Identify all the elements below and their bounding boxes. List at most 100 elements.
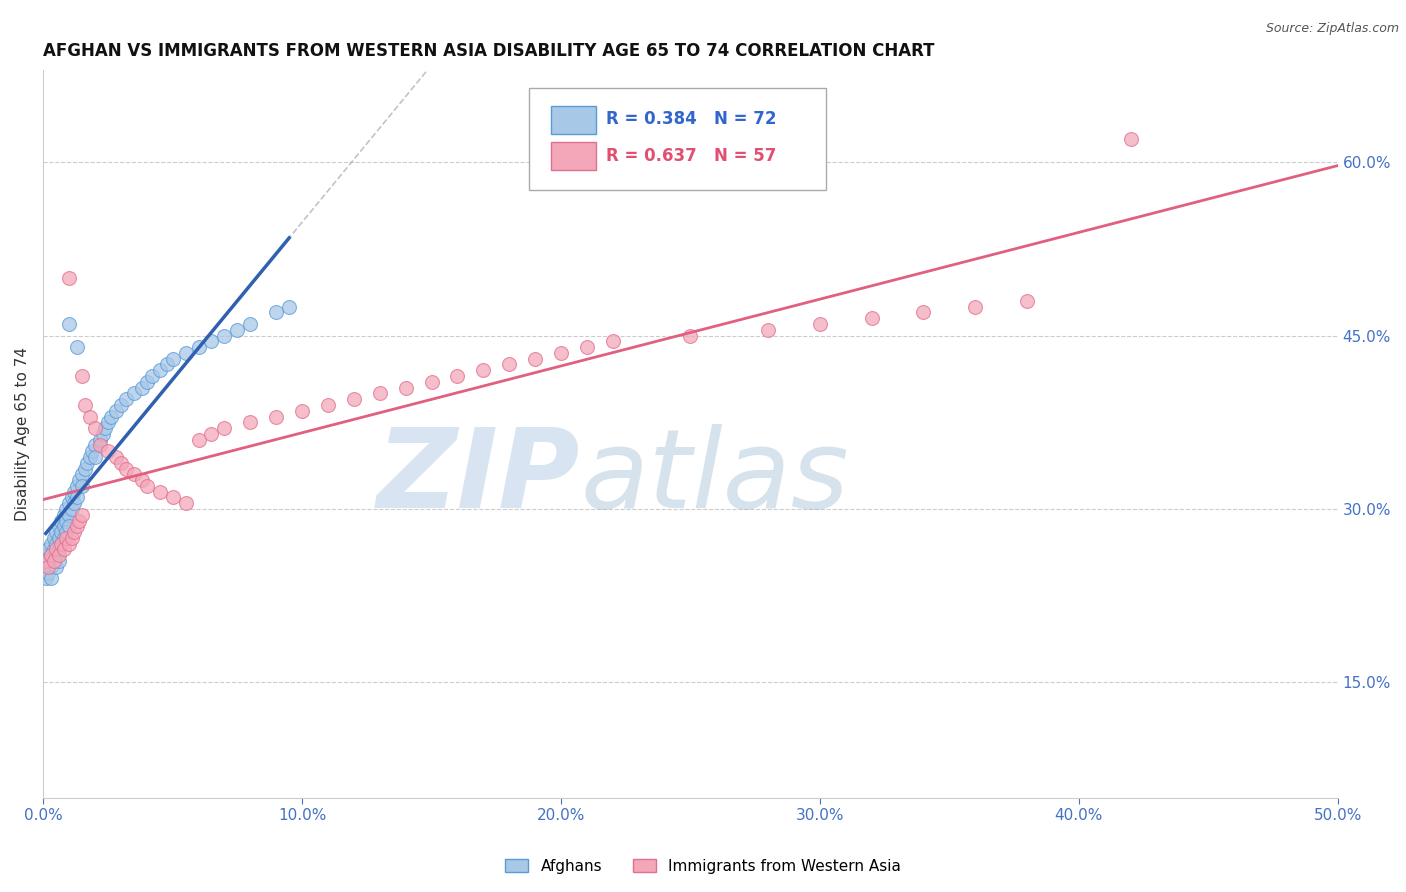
Point: [42, 554, 65, 568]
Point: [135, 479, 157, 493]
Point: [70, 479, 93, 493]
Point: [239, 415, 262, 429]
Point: [446, 369, 468, 384]
Point: [200, 334, 222, 349]
Point: [37, 554, 59, 568]
Point: [39, 571, 62, 585]
Point: [58, 508, 80, 522]
Point: [51, 537, 73, 551]
Point: [42, 554, 65, 568]
Text: R = 0.637   N = 57: R = 0.637 N = 57: [606, 146, 776, 165]
Point: [264, 305, 287, 319]
Point: [131, 381, 153, 395]
Point: [58, 537, 80, 551]
Point: [48, 548, 70, 562]
Point: [60, 502, 83, 516]
Point: [58, 496, 80, 510]
Point: [42, 531, 65, 545]
Point: [52, 542, 75, 557]
Point: [70, 369, 93, 384]
Text: R = 0.384   N = 72: R = 0.384 N = 72: [606, 111, 776, 128]
Point: [48, 519, 70, 533]
Point: [89, 438, 111, 452]
Point: [550, 346, 572, 360]
Point: [602, 334, 624, 349]
Point: [42, 542, 65, 557]
Point: [45, 559, 67, 574]
Point: [965, 300, 987, 314]
Point: [89, 433, 111, 447]
Point: [162, 491, 184, 505]
Point: [48, 554, 70, 568]
Text: AFGHAN VS IMMIGRANTS FROM WESTERN ASIA DISABILITY AGE 65 TO 74 CORRELATION CHART: AFGHAN VS IMMIGRANTS FROM WESTERN ASIA D…: [44, 42, 935, 60]
Point: [200, 426, 222, 441]
Point: [35, 571, 58, 585]
Y-axis label: Disability Age 65 to 74: Disability Age 65 to 74: [15, 347, 30, 521]
Point: [63, 525, 86, 540]
Point: [94, 421, 117, 435]
Point: [39, 537, 62, 551]
Point: [756, 323, 779, 337]
Text: atlas: atlas: [581, 424, 849, 531]
Point: [343, 392, 366, 406]
Point: [37, 559, 59, 574]
Point: [73, 398, 96, 412]
Point: [45, 537, 67, 551]
Point: [115, 461, 138, 475]
Point: [58, 519, 80, 533]
FancyBboxPatch shape: [551, 106, 596, 134]
Point: [84, 438, 107, 452]
Point: [264, 409, 287, 424]
Point: [48, 542, 70, 557]
Point: [131, 473, 153, 487]
Point: [122, 386, 145, 401]
Point: [45, 548, 67, 562]
Point: [35, 554, 58, 568]
Point: [66, 491, 89, 505]
Point: [278, 300, 301, 314]
Point: [214, 328, 236, 343]
Point: [55, 531, 77, 545]
Point: [84, 421, 107, 435]
Point: [37, 542, 59, 557]
Point: [66, 519, 89, 533]
Point: [37, 566, 59, 580]
Point: [52, 519, 75, 533]
Point: [472, 363, 495, 377]
Point: [73, 461, 96, 475]
Point: [51, 525, 73, 540]
Point: [1119, 132, 1142, 146]
Point: [291, 403, 314, 417]
Point: [156, 358, 179, 372]
Point: [67, 473, 90, 487]
Point: [368, 386, 391, 401]
Point: [55, 514, 77, 528]
Point: [35, 548, 58, 562]
Point: [60, 531, 83, 545]
Point: [104, 403, 127, 417]
Point: [76, 456, 98, 470]
Point: [239, 317, 262, 331]
Point: [63, 496, 86, 510]
Point: [82, 444, 104, 458]
Point: [66, 340, 89, 354]
Text: Source: ZipAtlas.com: Source: ZipAtlas.com: [1265, 22, 1399, 36]
Point: [79, 409, 101, 424]
Point: [63, 484, 86, 499]
Point: [316, 398, 339, 412]
Point: [187, 433, 209, 447]
Point: [110, 456, 132, 470]
Point: [84, 450, 107, 464]
Point: [70, 508, 93, 522]
FancyBboxPatch shape: [551, 143, 596, 170]
Point: [149, 484, 172, 499]
Point: [860, 311, 883, 326]
Point: [97, 444, 120, 458]
Point: [808, 317, 831, 331]
Point: [39, 548, 62, 562]
Point: [48, 531, 70, 545]
Point: [91, 426, 114, 441]
Point: [52, 531, 75, 545]
Point: [100, 409, 122, 424]
Point: [115, 392, 138, 406]
